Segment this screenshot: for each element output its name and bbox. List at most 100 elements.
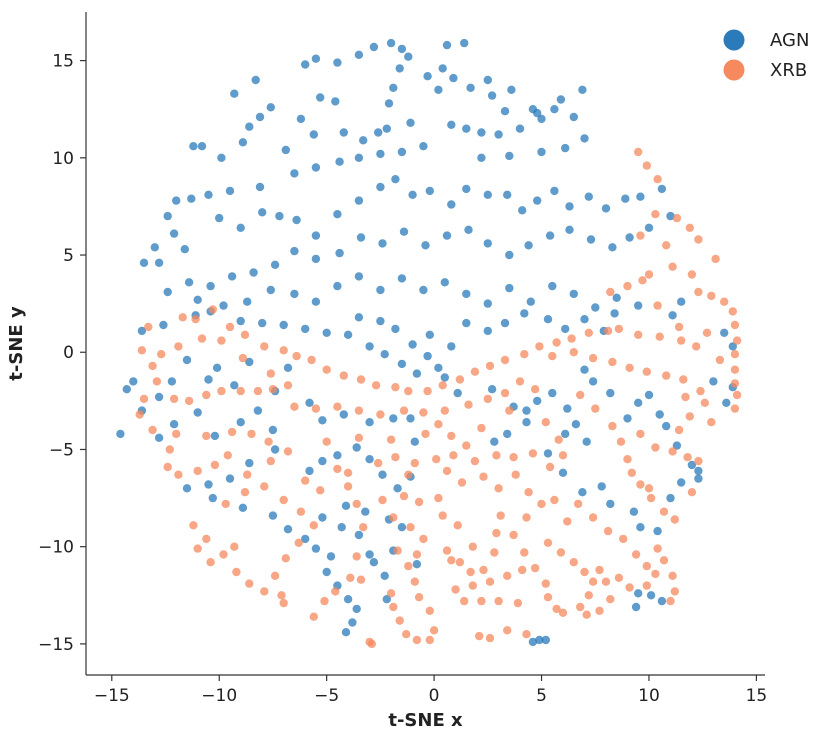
xrb-point (588, 353, 598, 363)
agn-point (606, 388, 615, 398)
xrb-point (193, 466, 202, 476)
xrb-point (343, 482, 353, 491)
agn-point (404, 52, 413, 61)
agn-point (279, 320, 288, 330)
points-layer (116, 38, 742, 649)
agn-point (507, 85, 516, 95)
xrb-point (202, 390, 211, 400)
agn-point (301, 324, 310, 334)
agn-point (528, 637, 538, 647)
xrb-point (294, 538, 303, 547)
agn-point (316, 93, 325, 102)
agn-point (348, 618, 357, 627)
agn-point (591, 303, 600, 312)
xrb-point (503, 571, 512, 580)
agn-point (389, 83, 398, 93)
agn-point (184, 278, 194, 287)
agn-point (354, 50, 364, 59)
agn-point (629, 507, 639, 516)
agn-point (483, 190, 492, 199)
xrb-point (580, 567, 589, 577)
xrb-point (522, 630, 531, 639)
xrb-point (634, 330, 643, 339)
agn-point (657, 184, 667, 194)
agn-point (129, 377, 138, 386)
xrb-point (588, 577, 598, 586)
agn-point (464, 225, 473, 234)
agn-point (305, 398, 314, 407)
xrb-point (245, 579, 254, 588)
agn-point (460, 38, 469, 48)
agn-point (483, 299, 492, 308)
xrb-point (730, 350, 740, 359)
y-axis-title: t-SNE y (6, 306, 27, 381)
xrb-point (331, 587, 340, 596)
xrb-point (732, 390, 742, 400)
agn-point (694, 474, 703, 483)
agn-point (610, 309, 619, 318)
agn-point (434, 363, 443, 372)
xrb-point (687, 270, 697, 279)
xrb-point (528, 449, 538, 458)
xrb-point (466, 567, 475, 577)
agn-point (230, 381, 239, 390)
xrb-point (247, 429, 256, 439)
x-tick-label: 0 (429, 686, 440, 706)
xrb-point (672, 213, 682, 223)
xrb-point (470, 367, 480, 376)
agn-point (331, 97, 340, 106)
agn-point (419, 142, 428, 151)
agn-point (399, 227, 409, 236)
xrb-point (588, 513, 598, 522)
xrb-point (576, 390, 585, 400)
agn-point (251, 75, 260, 85)
agn-point (139, 258, 149, 267)
xrb-point (603, 326, 613, 336)
xrb-point (730, 365, 740, 374)
agn-point (535, 635, 544, 645)
agn-point (354, 272, 364, 281)
agn-point (477, 128, 486, 137)
agn-point (397, 44, 407, 54)
agn-point (537, 147, 546, 157)
xrb-point (374, 458, 383, 468)
agn-point (365, 455, 374, 464)
xrb-point (402, 630, 411, 639)
xrb-point (707, 291, 716, 301)
agn-point (447, 200, 456, 209)
agn-point (369, 558, 379, 567)
agn-point (487, 91, 497, 100)
agn-point (354, 153, 364, 162)
agn-point (163, 211, 172, 221)
xrb-point (163, 462, 172, 472)
xrb-point (419, 534, 428, 544)
agn-point (354, 530, 364, 540)
agn-point (490, 437, 499, 446)
xrb-point (311, 404, 321, 413)
agn-point (462, 289, 471, 299)
agn-point (359, 136, 368, 145)
agn-point (565, 225, 574, 234)
agn-point (694, 466, 703, 476)
agn-point (311, 544, 321, 553)
agn-point (137, 326, 147, 336)
xrb-point (595, 606, 604, 615)
agn-point (548, 388, 557, 398)
xrb-point (670, 515, 679, 524)
xrb-point (524, 488, 533, 497)
agn-point (333, 281, 342, 291)
agn-point (662, 421, 671, 431)
xrb-point (653, 301, 662, 310)
xrb-point (477, 596, 486, 606)
xrb-point (642, 161, 651, 170)
agn-point (290, 169, 299, 178)
y-tick-label: 10 (52, 149, 74, 169)
xrb-point (414, 593, 424, 602)
agn-point (500, 318, 510, 328)
legend-label-agn: AGN (770, 30, 809, 51)
xrb-point (460, 596, 469, 606)
agn-point (382, 124, 391, 133)
xrb-point (692, 342, 701, 351)
agn-point (296, 114, 306, 124)
xrb-point (511, 470, 520, 479)
